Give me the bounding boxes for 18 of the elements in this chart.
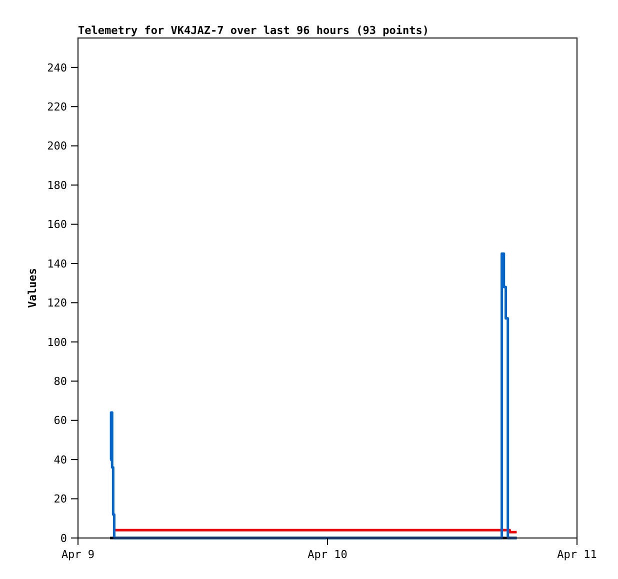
- y-axis-title: Values: [26, 268, 39, 308]
- y-tick-label: 160: [47, 218, 67, 232]
- y-tick-label: 180: [47, 178, 67, 192]
- y-tick-label: 120: [47, 296, 67, 310]
- chart-title: Telemetry for VK4JAZ-7 over last 96 hours (93 points): [78, 24, 429, 37]
- y-tick-label: 100: [47, 336, 67, 349]
- x-tick-label: Apr 11: [557, 548, 597, 561]
- y-tick-label: 240: [47, 61, 67, 74]
- y-tick-label: 20: [54, 492, 67, 506]
- y-tick-label: 140: [47, 257, 67, 270]
- x-tick-label: Apr 10: [308, 548, 348, 561]
- y-tick-label: 0: [60, 532, 67, 545]
- y-tick-label: 40: [54, 453, 67, 466]
- y-tick-label: 80: [54, 374, 67, 388]
- y-tick-label: 220: [47, 100, 67, 114]
- x-tick-label: Apr 9: [61, 548, 95, 561]
- y-tick-label: 60: [54, 414, 67, 428]
- y-tick-label: 200: [47, 140, 67, 153]
